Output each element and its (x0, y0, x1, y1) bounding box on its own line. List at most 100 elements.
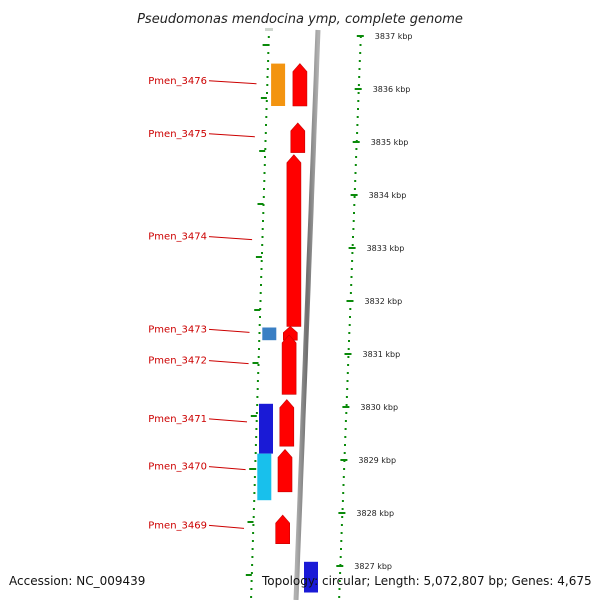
ring-dot (349, 316, 351, 318)
ring-dot (252, 516, 255, 518)
ring-dot (266, 84, 269, 86)
ring-dot (342, 476, 345, 478)
ring-dot (264, 132, 267, 134)
cds-arrows (275, 63, 308, 544)
topology-text: Topology: circular; Length: 5,072,807 bp… (262, 574, 592, 588)
ring-dot (351, 244, 354, 246)
cds-arrow (292, 63, 308, 107)
scale-tick-label: 3835 kbp (371, 138, 409, 147)
minor-tick (245, 574, 252, 576)
ring-dot (341, 516, 344, 518)
ring-dot (356, 132, 359, 134)
ring-dot (267, 36, 270, 38)
ring-dot (258, 340, 261, 342)
ring-dot (263, 188, 265, 190)
ring-dot (346, 380, 349, 382)
gene-label: Pmen_3469 (148, 520, 207, 531)
ring-dot (351, 260, 354, 262)
scale-tick-label: 3831 kbp (363, 350, 401, 359)
ring-dot (264, 156, 266, 158)
ring-dot (252, 524, 255, 526)
ring-dot (342, 492, 345, 494)
ring-dot (254, 444, 257, 446)
map-title: Pseudomonas mendocina ymp, complete geno… (137, 12, 463, 27)
ring-dot (251, 540, 254, 542)
gene-label: Pmen_3474 (148, 232, 207, 243)
gene-label: Pmen_3475 (148, 129, 207, 140)
feature-block-bottom (304, 561, 318, 593)
ring-dot (358, 60, 361, 62)
ring-dot (257, 356, 260, 358)
scale-tick-label: 3833 kbp (367, 244, 405, 253)
feature-block (259, 403, 273, 454)
ring-dot (358, 68, 361, 70)
ring-dot (357, 84, 360, 86)
accession-text: Accession: NC_009439 (9, 574, 146, 588)
ring-dot (254, 460, 257, 462)
genome-backbone (293, 29, 321, 600)
ring-dot (265, 108, 268, 110)
ring-dot (265, 124, 267, 126)
cds-arrow (275, 514, 290, 544)
ring-dot (357, 92, 360, 94)
ring-dot (340, 524, 343, 526)
cds-arrow (290, 122, 306, 153)
minor-tick (257, 203, 264, 205)
ring-dot (348, 332, 351, 334)
ring-dot (354, 172, 357, 174)
ring-dot (352, 220, 355, 222)
ring-dot (339, 572, 342, 574)
scale-tick (336, 565, 344, 567)
ring-dot (250, 596, 253, 598)
cds-arrow (277, 448, 293, 493)
ring-dot (259, 292, 262, 294)
ring-dot (343, 452, 346, 454)
scale-tick (350, 194, 358, 196)
cds-arrow (286, 154, 302, 327)
scale-tick (344, 353, 352, 355)
gene-label: Pmen_3470 (148, 462, 207, 473)
ring-dot (354, 180, 357, 182)
feature-block (262, 327, 277, 341)
feature-block (257, 453, 272, 501)
minor-tick (254, 309, 261, 311)
gene-leader-line (208, 328, 250, 333)
ring-dot (252, 508, 255, 510)
ring-dot (250, 572, 253, 574)
ring-dot (353, 196, 356, 198)
ring-dot (263, 172, 266, 174)
ring-dot (257, 364, 260, 366)
ring-dot (260, 276, 263, 278)
ring-dot (250, 580, 253, 582)
scale-tick-label: 3829 kbp (358, 456, 396, 465)
feature-blocks (257, 63, 318, 593)
gene-labels: Pmen_3476 Pmen_3475 Pmen_3474 Pmen_3473 Pmen… (148, 76, 257, 531)
scale-tick (346, 300, 354, 302)
scale-tick-label: 3837 kbp (375, 32, 413, 41)
ring-dot (344, 420, 347, 422)
ring-dot (359, 52, 362, 54)
ring-dot (263, 164, 266, 166)
ring-dot (261, 228, 264, 230)
ring-dot (262, 212, 265, 214)
ring-dot (344, 428, 347, 430)
ring-dot (266, 76, 269, 78)
ring-dot (347, 364, 350, 366)
minor-tick (249, 468, 256, 470)
ring-dot (255, 428, 258, 430)
ring-dot (340, 548, 342, 550)
scale-tick-label: 3834 kbp (369, 191, 407, 200)
ring-dot (260, 268, 263, 270)
minor-tick (250, 415, 257, 417)
ring-dot (253, 476, 256, 478)
ring-dot (261, 236, 264, 238)
ring-dot (253, 500, 256, 502)
ring-dot (253, 492, 256, 494)
ring-dot (262, 196, 265, 198)
minor-tick (262, 44, 269, 46)
scale-tick (348, 247, 356, 249)
ring-dot (254, 468, 257, 470)
scale-tick (352, 141, 360, 143)
ring-dot (345, 404, 348, 406)
gene-label: Pmen_3476 (148, 76, 207, 87)
